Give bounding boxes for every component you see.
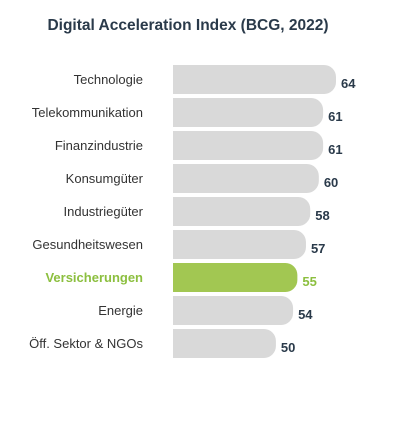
bar [173, 164, 319, 193]
category-label: Konsumgüter [66, 171, 144, 186]
value-label: 58 [315, 208, 329, 223]
category-label: Industriegüter [64, 204, 144, 219]
value-label: 61 [328, 109, 342, 124]
value-label: 57 [311, 241, 325, 256]
bar [173, 98, 324, 127]
value-label: 61 [328, 142, 342, 157]
category-label: Gesundheitswesen [32, 237, 143, 252]
value-label: 55 [302, 274, 316, 289]
chart-title: Digital Acceleration Index (BCG, 2022) [47, 17, 329, 34]
bar-highlight [173, 263, 298, 292]
value-label: 64 [341, 76, 356, 91]
category-label: Energie [98, 303, 143, 318]
category-label: Telekommunikation [32, 105, 143, 120]
bar [173, 65, 336, 94]
category-label: Technologie [74, 72, 143, 87]
bar [173, 329, 276, 358]
bar [173, 230, 306, 259]
bar [173, 197, 311, 226]
category-label: Öff. Sektor & NGOs [29, 336, 143, 351]
category-label: Versicherungen [45, 270, 143, 285]
value-label: 60 [324, 175, 338, 190]
value-label: 50 [281, 340, 295, 355]
value-label: 54 [298, 307, 313, 322]
bar [173, 296, 294, 325]
category-label: Finanzindustrie [55, 138, 143, 153]
bar [173, 131, 324, 160]
